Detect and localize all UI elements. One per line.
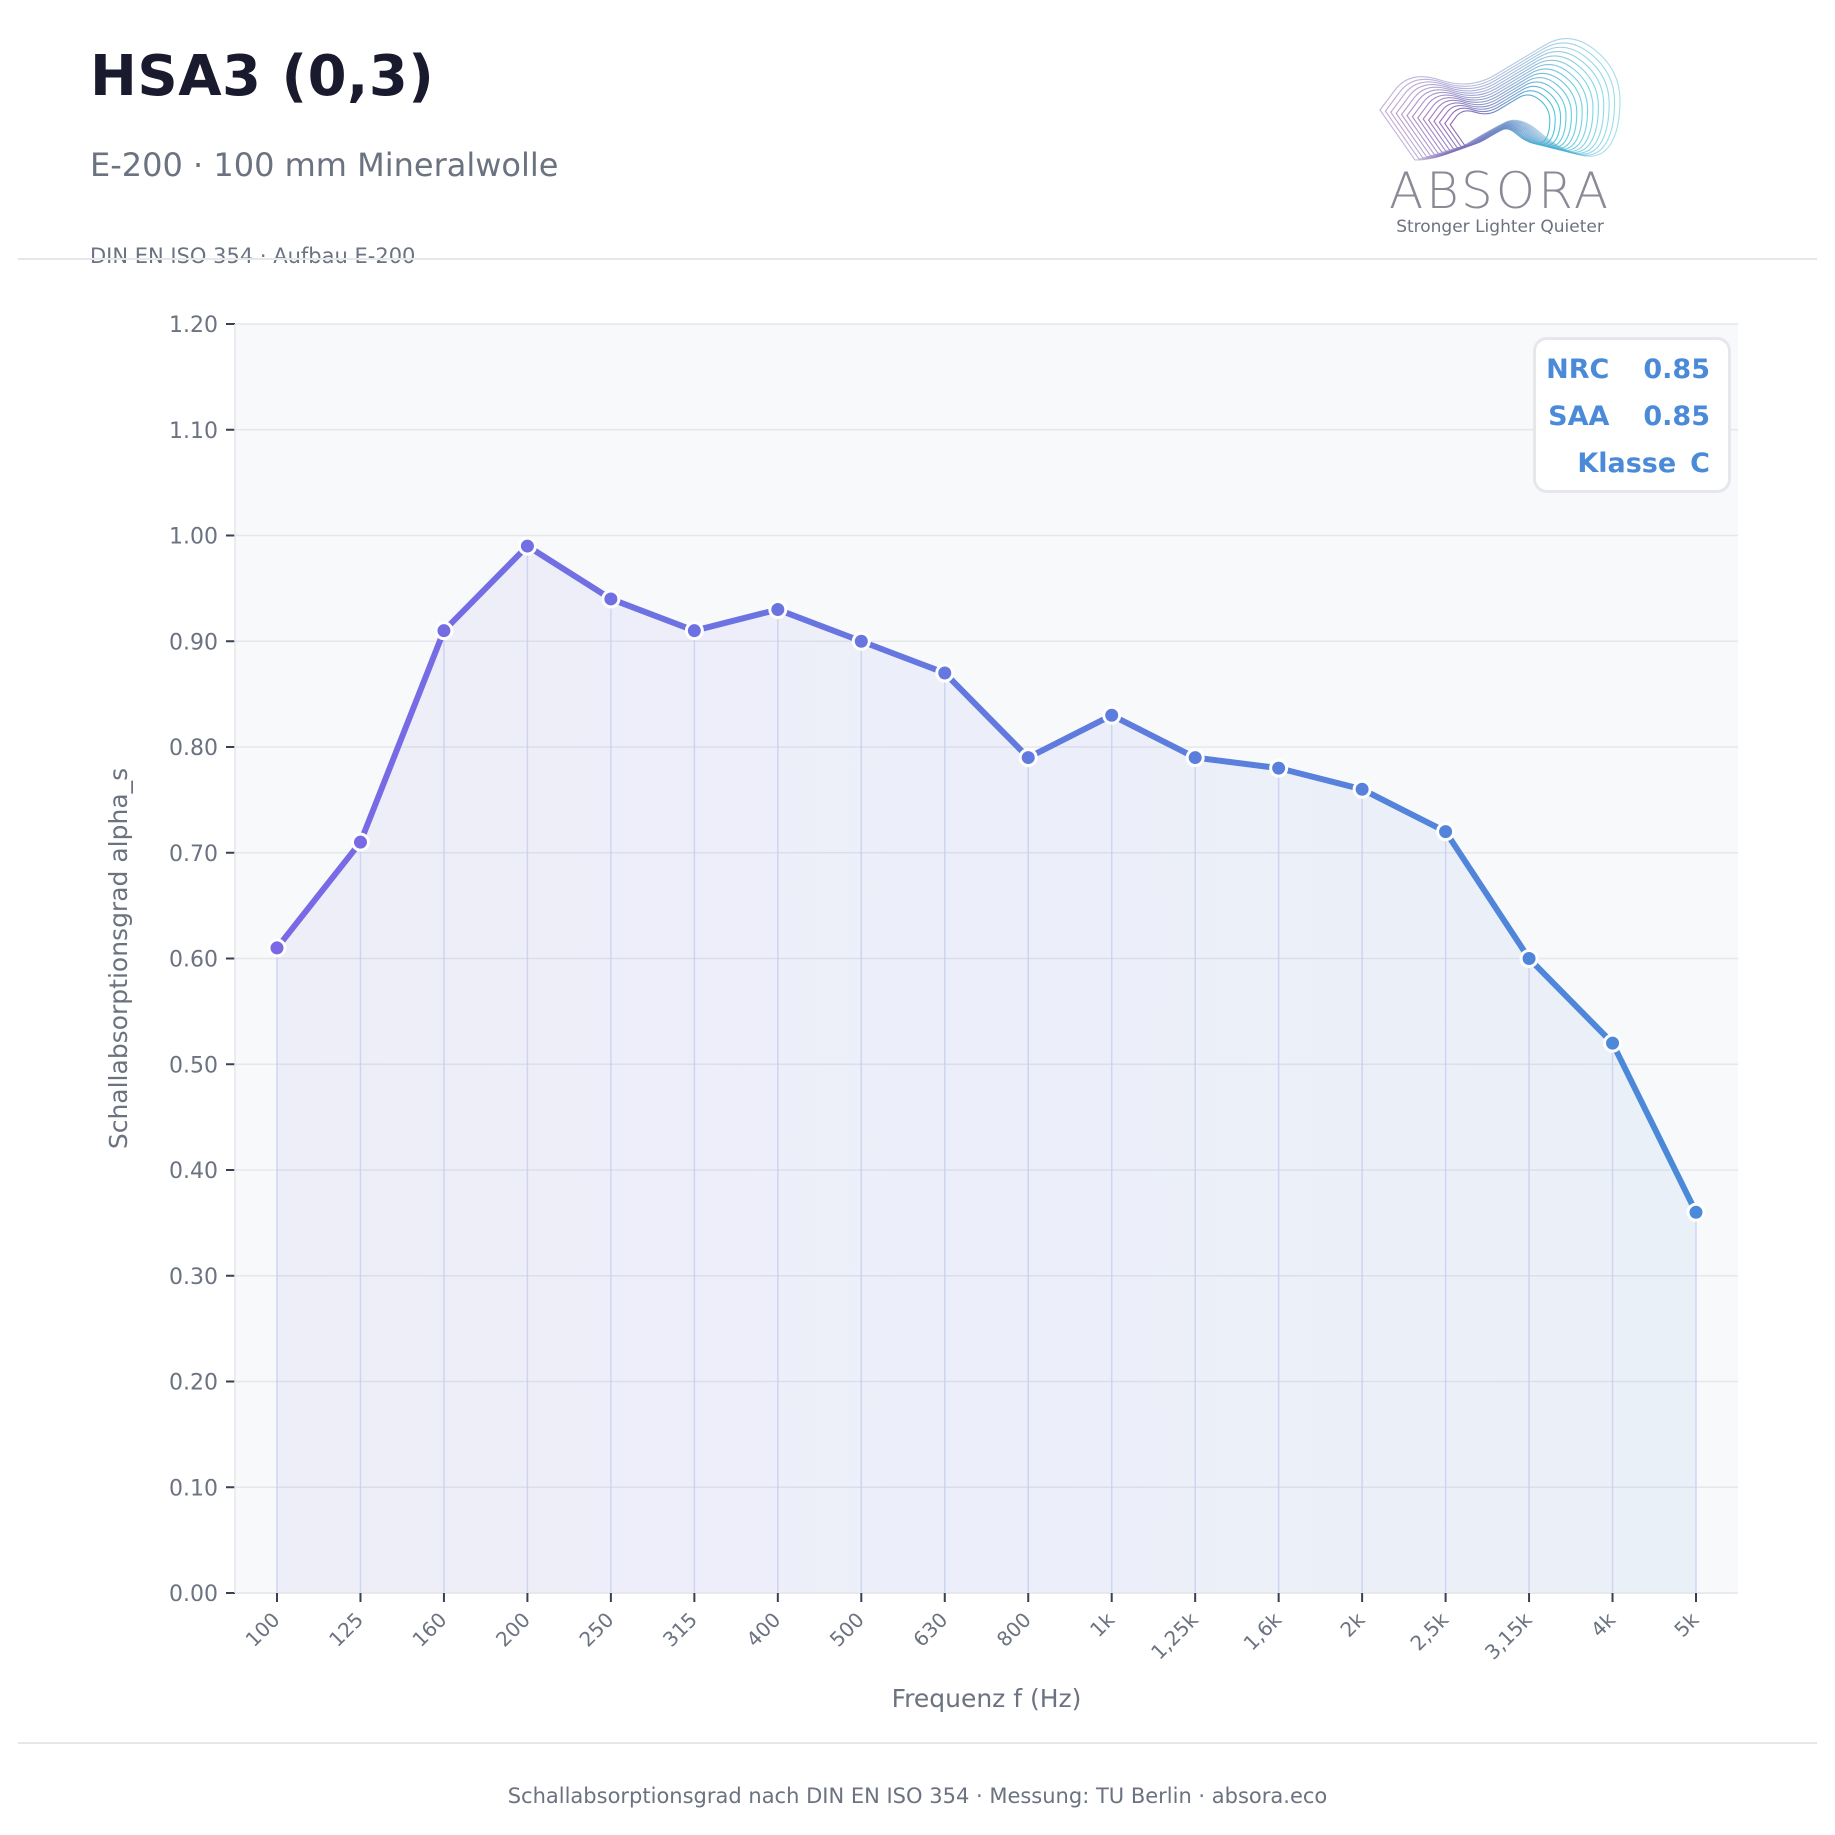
x-tick-label: 200 (491, 1608, 535, 1652)
nrc-label: NRC (1546, 354, 1610, 385)
y-tick-label: 0.20 (169, 1371, 218, 1396)
y-tick-label: 0.40 (169, 1159, 218, 1184)
data-point (768, 600, 788, 620)
x-axis-label: Frequenz f (Hz) (892, 1684, 1082, 1713)
x-tick-label: 100 (241, 1608, 285, 1652)
class-row: Klasse C (1577, 448, 1710, 479)
x-tick-label: 250 (574, 1608, 618, 1652)
y-axis-label: Schallabsorptionsgrad alpha_s (104, 768, 133, 1149)
nrc-row: NRC 0.85 (1546, 354, 1710, 385)
y-tick-label: 0.50 (169, 1053, 218, 1078)
y-tick-labels: 0.00 0.10 0.20 0.30 0.40 0.50 0.60 0.70 0.80 0.90… (169, 313, 218, 1607)
x-tick-label: 315 (658, 1608, 702, 1652)
x-tick-label: 630 (908, 1608, 952, 1652)
data-point (1519, 949, 1539, 968)
footer-divider (18, 1742, 1817, 1744)
x-tick-label: 400 (741, 1608, 785, 1652)
footer-note: Schallabsorptionsgrad nach DIN EN ISO 35… (507, 1784, 1328, 1808)
data-point (1686, 1202, 1706, 1222)
standard-info: DIN EN ISO 354 · Aufbau E-200 (90, 244, 416, 268)
x-tick-label: 500 (825, 1608, 869, 1652)
logo-tagline: Stronger Lighter Quieter (1396, 217, 1604, 237)
page-subtitle: E-200 · 100 mm Mineralwolle (90, 146, 559, 184)
y-tick-label: 0.10 (169, 1476, 218, 1501)
area-fill (277, 546, 1696, 1594)
absora-logo-icon (1379, 38, 1621, 161)
x-tick-label: 2k (1335, 1607, 1369, 1641)
data-point (1603, 1033, 1623, 1053)
data-point (851, 631, 871, 651)
data-point (684, 621, 704, 641)
data-point (935, 663, 955, 683)
y-tick-label: 0.90 (169, 630, 218, 655)
x-tick-label: 1,25k (1146, 1607, 1203, 1664)
data-point (517, 536, 537, 556)
header-divider (18, 258, 1817, 260)
saa-value: 0.85 (1643, 401, 1710, 432)
x-tick-label: 1k (1085, 1607, 1119, 1641)
x-tick-label: 160 (408, 1608, 452, 1652)
y-tick-label: 1.10 (169, 419, 218, 444)
x-tick-label: 5k (1669, 1607, 1703, 1641)
y-tick-label: 0.00 (169, 1582, 218, 1607)
metrics-legend: NRC 0.85 SAA 0.85 Klasse C (1533, 337, 1731, 493)
x-tick-labels: 100 125 160 200 250 315 400 500 630 800 1k 1,25k 1,6… (241, 1607, 1704, 1664)
data-point (601, 589, 621, 609)
axes (226, 323, 1738, 1602)
x-tick-label: 1,6k (1239, 1607, 1287, 1655)
x-tick-label: 125 (324, 1608, 368, 1652)
saa-row: SAA 0.85 (1548, 401, 1710, 432)
x-tick-label: 3,15k (1480, 1607, 1537, 1664)
x-tick-label: 2,5k (1405, 1607, 1453, 1655)
data-point (1352, 779, 1372, 799)
series-line (274, 543, 1699, 1216)
y-tick-label: 0.70 (169, 842, 218, 867)
saa-label: SAA (1548, 401, 1610, 432)
class-value: C (1690, 448, 1710, 479)
drop-lines (276, 546, 1697, 1593)
nrc-value: 0.85 (1643, 354, 1710, 385)
data-point (1018, 748, 1038, 768)
y-tick-label: 1.20 (169, 313, 218, 338)
class-label: Klasse (1577, 448, 1677, 479)
x-tick-label: 800 (992, 1608, 1036, 1652)
data-point (350, 832, 370, 852)
data-point (1185, 748, 1205, 768)
y-tick-label: 0.80 (169, 736, 218, 761)
y-tick-label: 0.60 (169, 948, 218, 973)
data-point (1436, 822, 1456, 842)
y-tick-label: 1.00 (169, 525, 218, 550)
page-title: HSA3 (0,3) (90, 44, 435, 109)
data-point (434, 621, 454, 641)
x-tick-label: 4k (1586, 1607, 1620, 1641)
data-point (267, 938, 287, 958)
y-tick-label: 0.30 (169, 1265, 218, 1290)
data-points (267, 536, 1706, 1222)
data-point (1269, 758, 1289, 778)
data-point (1102, 705, 1122, 725)
logo-wordmark: ABSORA (1388, 162, 1612, 220)
